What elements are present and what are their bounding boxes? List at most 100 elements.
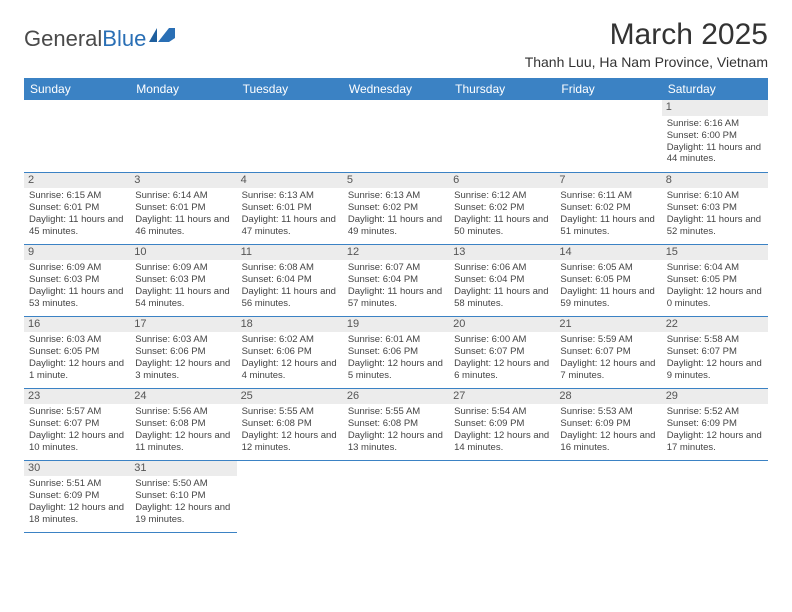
calendar-cell-empty — [555, 100, 661, 172]
calendar-cell: 20Sunrise: 6:00 AMSunset: 6:07 PMDayligh… — [449, 316, 555, 388]
cell-daylight: Daylight: 11 hours and 46 minutes. — [135, 214, 231, 238]
calendar-cell: 14Sunrise: 6:05 AMSunset: 6:05 PMDayligh… — [555, 244, 661, 316]
calendar-cell-empty — [237, 460, 343, 532]
calendar-cell: 4Sunrise: 6:13 AMSunset: 6:01 PMDaylight… — [237, 172, 343, 244]
day-number: 23 — [24, 389, 130, 405]
cell-daylight: Daylight: 12 hours and 14 minutes. — [454, 430, 550, 454]
calendar-cell: 26Sunrise: 5:55 AMSunset: 6:08 PMDayligh… — [343, 388, 449, 460]
calendar-cell-empty — [24, 100, 130, 172]
calendar-cell: 28Sunrise: 5:53 AMSunset: 6:09 PMDayligh… — [555, 388, 661, 460]
header: GeneralBlue March 2025 — [24, 18, 768, 52]
day-number: 6 — [449, 173, 555, 189]
cell-sunset: Sunset: 6:08 PM — [135, 418, 231, 430]
cell-sunrise: Sunrise: 6:12 AM — [454, 190, 550, 202]
cell-sunset: Sunset: 6:07 PM — [667, 346, 763, 358]
cell-sunrise: Sunrise: 6:00 AM — [454, 334, 550, 346]
cell-daylight: Daylight: 12 hours and 7 minutes. — [560, 358, 656, 382]
day-number: 22 — [662, 317, 768, 333]
day-header: Wednesday — [343, 78, 449, 100]
cell-sunset: Sunset: 6:03 PM — [135, 274, 231, 286]
calendar-cell: 27Sunrise: 5:54 AMSunset: 6:09 PMDayligh… — [449, 388, 555, 460]
cell-daylight: Daylight: 12 hours and 5 minutes. — [348, 358, 444, 382]
cell-daylight: Daylight: 12 hours and 0 minutes. — [667, 286, 763, 310]
cell-sunrise: Sunrise: 6:05 AM — [560, 262, 656, 274]
cell-sunrise: Sunrise: 6:13 AM — [242, 190, 338, 202]
calendar-cell-empty — [449, 460, 555, 532]
day-header: Friday — [555, 78, 661, 100]
calendar-cell: 15Sunrise: 6:04 AMSunset: 6:05 PMDayligh… — [662, 244, 768, 316]
day-number: 1 — [662, 100, 768, 116]
logo: GeneralBlue — [24, 26, 175, 52]
cell-sunset: Sunset: 6:07 PM — [454, 346, 550, 358]
cell-daylight: Daylight: 12 hours and 10 minutes. — [29, 430, 125, 454]
cell-daylight: Daylight: 11 hours and 51 minutes. — [560, 214, 656, 238]
calendar-row: 23Sunrise: 5:57 AMSunset: 6:07 PMDayligh… — [24, 388, 768, 460]
cell-sunrise: Sunrise: 5:53 AM — [560, 406, 656, 418]
calendar-cell: 13Sunrise: 6:06 AMSunset: 6:04 PMDayligh… — [449, 244, 555, 316]
calendar-cell: 22Sunrise: 5:58 AMSunset: 6:07 PMDayligh… — [662, 316, 768, 388]
cell-daylight: Daylight: 11 hours and 49 minutes. — [348, 214, 444, 238]
day-number: 5 — [343, 173, 449, 189]
cell-sunrise: Sunrise: 6:07 AM — [348, 262, 444, 274]
day-number: 14 — [555, 245, 661, 261]
cell-daylight: Daylight: 11 hours and 56 minutes. — [242, 286, 338, 310]
calendar-table: SundayMondayTuesdayWednesdayThursdayFrid… — [24, 78, 768, 533]
cell-sunrise: Sunrise: 6:03 AM — [135, 334, 231, 346]
calendar-cell: 17Sunrise: 6:03 AMSunset: 6:06 PMDayligh… — [130, 316, 236, 388]
cell-daylight: Daylight: 11 hours and 58 minutes. — [454, 286, 550, 310]
calendar-row: 16Sunrise: 6:03 AMSunset: 6:05 PMDayligh… — [24, 316, 768, 388]
day-number: 29 — [662, 389, 768, 405]
cell-sunrise: Sunrise: 6:13 AM — [348, 190, 444, 202]
calendar-row: 30Sunrise: 5:51 AMSunset: 6:09 PMDayligh… — [24, 460, 768, 532]
calendar-cell-empty — [343, 100, 449, 172]
cell-daylight: Daylight: 12 hours and 6 minutes. — [454, 358, 550, 382]
cell-sunset: Sunset: 6:01 PM — [135, 202, 231, 214]
cell-sunset: Sunset: 6:00 PM — [667, 130, 763, 142]
logo-text-1: General — [24, 26, 102, 52]
calendar-header: SundayMondayTuesdayWednesdayThursdayFrid… — [24, 78, 768, 100]
cell-sunset: Sunset: 6:03 PM — [29, 274, 125, 286]
cell-sunrise: Sunrise: 5:56 AM — [135, 406, 231, 418]
day-header: Monday — [130, 78, 236, 100]
calendar-row: 2Sunrise: 6:15 AMSunset: 6:01 PMDaylight… — [24, 172, 768, 244]
cell-sunrise: Sunrise: 5:57 AM — [29, 406, 125, 418]
cell-sunset: Sunset: 6:05 PM — [560, 274, 656, 286]
calendar-cell-empty — [130, 100, 236, 172]
day-number: 12 — [343, 245, 449, 261]
day-number: 8 — [662, 173, 768, 189]
calendar-cell: 5Sunrise: 6:13 AMSunset: 6:02 PMDaylight… — [343, 172, 449, 244]
cell-sunset: Sunset: 6:08 PM — [348, 418, 444, 430]
day-number: 24 — [130, 389, 236, 405]
day-number: 18 — [237, 317, 343, 333]
calendar-cell-empty — [237, 100, 343, 172]
cell-daylight: Daylight: 11 hours and 57 minutes. — [348, 286, 444, 310]
cell-daylight: Daylight: 12 hours and 18 minutes. — [29, 502, 125, 526]
day-number: 10 — [130, 245, 236, 261]
flag-icon — [149, 26, 175, 52]
day-number: 7 — [555, 173, 661, 189]
calendar-cell-empty — [662, 460, 768, 532]
cell-daylight: Daylight: 11 hours and 52 minutes. — [667, 214, 763, 238]
day-header: Sunday — [24, 78, 130, 100]
page-title: March 2025 — [610, 18, 768, 52]
location-subtitle: Thanh Luu, Ha Nam Province, Vietnam — [24, 54, 768, 70]
day-number: 4 — [237, 173, 343, 189]
day-number: 11 — [237, 245, 343, 261]
cell-sunset: Sunset: 6:09 PM — [667, 418, 763, 430]
day-number: 3 — [130, 173, 236, 189]
cell-daylight: Daylight: 12 hours and 17 minutes. — [667, 430, 763, 454]
logo-text-2: Blue — [102, 26, 146, 52]
day-number: 2 — [24, 173, 130, 189]
calendar-cell: 31Sunrise: 5:50 AMSunset: 6:10 PMDayligh… — [130, 460, 236, 532]
cell-sunset: Sunset: 6:07 PM — [29, 418, 125, 430]
cell-sunset: Sunset: 6:04 PM — [348, 274, 444, 286]
calendar-cell: 6Sunrise: 6:12 AMSunset: 6:02 PMDaylight… — [449, 172, 555, 244]
calendar-cell: 18Sunrise: 6:02 AMSunset: 6:06 PMDayligh… — [237, 316, 343, 388]
day-number: 13 — [449, 245, 555, 261]
cell-sunrise: Sunrise: 5:58 AM — [667, 334, 763, 346]
cell-sunset: Sunset: 6:02 PM — [348, 202, 444, 214]
cell-sunset: Sunset: 6:09 PM — [454, 418, 550, 430]
cell-sunrise: Sunrise: 5:52 AM — [667, 406, 763, 418]
cell-sunset: Sunset: 6:02 PM — [560, 202, 656, 214]
day-number: 30 — [24, 461, 130, 477]
